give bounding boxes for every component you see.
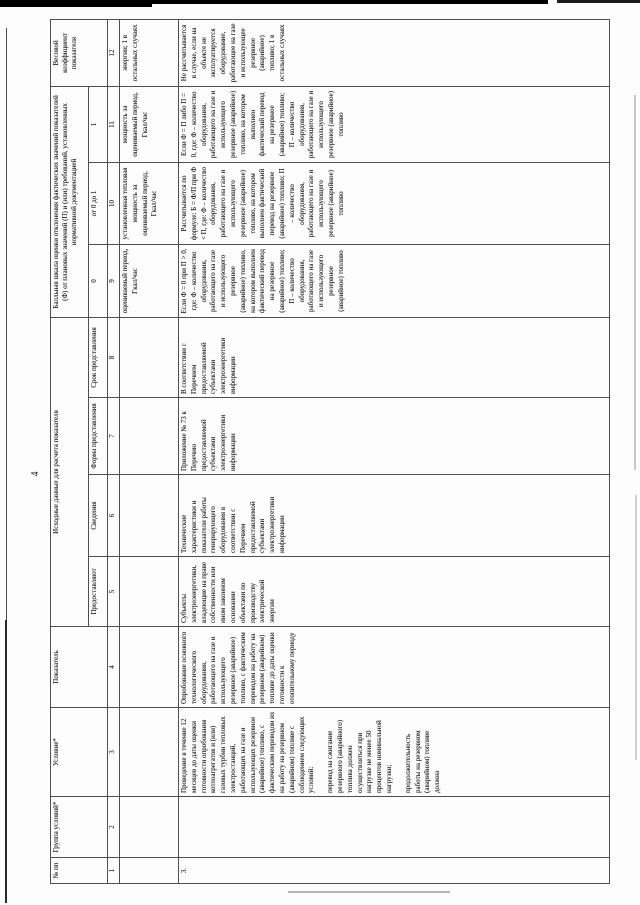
subheader-cell-information: Сведения [88, 474, 108, 557]
column-number-5: 5 [107, 556, 120, 627]
column-number-10: 10 [107, 162, 120, 245]
scan-artifact-left-edge [6, 28, 7, 903]
continuation-row: оцениваемый период, Гкал/час установленн… [119, 19, 179, 884]
scan-artifact-top-edge [0, 0, 548, 4]
column-number-3: 3 [107, 707, 120, 797]
scan-artifact-top-right [557, 0, 640, 3]
subheader-cell-score-1: 1 [88, 86, 108, 163]
cell-form: Приложение № 73 к Перечню предоставляемо… [178, 397, 610, 475]
column-number-4: 4 [107, 626, 120, 708]
subheader-cell-form: Форма представления [88, 397, 108, 475]
cell-condition-group [178, 796, 610, 858]
condition-paragraph-3: продолжительность работы на резервном (а… [403, 730, 442, 793]
column-number-12: 12 [107, 19, 120, 87]
cell-information: Технические характеристики и показатели … [178, 474, 610, 557]
continuation-cell-12: энергии; 1 в остальных случаях [119, 19, 179, 87]
continuation-cell-4 [119, 626, 179, 708]
cell-row-num: 3. [178, 857, 610, 884]
subheader-cell-score-mid: от 0 до 1 [88, 162, 108, 245]
column-number-7: 7 [107, 397, 120, 475]
continuation-cell-6 [119, 474, 179, 557]
column-number-11: 11 [107, 86, 120, 163]
continuation-cell-3 [119, 707, 179, 797]
scan-artifact-top-edge-thick [0, 0, 152, 7]
header-group-score-scale: Балльная шкала оценки отклонения фактиче… [50, 86, 89, 318]
page-number: 4 [30, 471, 41, 477]
cell-condition: Проведение в течение 12 месяцев до даты … [178, 707, 610, 797]
column-number-9: 9 [107, 244, 120, 318]
cell-score-mid: Рассчитывается по формуле: Б = Ф/П при Ф… [178, 162, 610, 245]
column-numbers-row: 1 2 3 4 5 6 7 8 9 10 11 12 [107, 19, 120, 884]
rotated-landscape-sheet: 4 № пп Группа условий* Условие* Показате… [30, 19, 610, 884]
scan-artifact-left-edge-dark [5, 620, 7, 903]
condition-paragraph-1: Проведение в течение 12 месяцев до даты … [180, 711, 316, 793]
subheader-cell-score-0: 0 [88, 244, 108, 318]
column-number-8: 8 [107, 317, 120, 398]
table-header-row: № пп Группа условий* Условие* Показатель… [50, 19, 108, 884]
header-cell-indicator: Показатель [50, 626, 108, 708]
condition-paragraph-2: перевод на сжигание резервного (аварийно… [326, 719, 393, 793]
continuation-cell-7 [119, 397, 179, 475]
continuation-cell-10: установленная тепловая мощность за оцени… [119, 162, 179, 245]
cell-term: В соответствии с Перечнем предоставляемо… [178, 317, 610, 398]
cell-score-0: Если Ф = 0 при П > 0, где: Ф – количеств… [178, 244, 610, 318]
cell-indicator: Опробование основного технологического о… [178, 626, 610, 708]
continuation-cell-8 [119, 317, 179, 398]
continuation-cell-9: оцениваемый период, Гкал/час [119, 244, 179, 318]
column-number-1: 1 [107, 857, 120, 884]
cell-provider: Субъекты электроэнергетики, владеющие на… [178, 556, 610, 627]
header-cell-weight: Весовой коэффициент показателя [50, 19, 108, 87]
continuation-cell-11: мощность за оцениваемый период, Гкал/час [119, 86, 179, 163]
continuation-cell-1 [119, 857, 179, 884]
column-number-6: 6 [107, 474, 120, 557]
cell-score-1: Если Ф = П либо П = 0, где: Ф – количест… [178, 86, 610, 163]
scan-artifact-bottom-line [288, 891, 450, 893]
header-cell-condition: Условие* [50, 707, 108, 797]
subheader-cell-provider: Предоставляют [88, 556, 108, 627]
table-row-3: 3. Проведение в течение 12 месяцев до да… [178, 19, 610, 884]
header-cell-condition-group: Группа условий* [50, 796, 108, 858]
continuation-cell-5 [119, 556, 179, 627]
scan-artifact-right-streak [634, 95, 636, 470]
header-cell-num: № пп [50, 857, 108, 884]
scan-artifact-right-streak-2 [635, 495, 637, 760]
readiness-assessment-table: № пп Группа условий* Условие* Показатель… [50, 19, 610, 884]
cell-weight: Не рассчитывается в случае, если на объе… [178, 19, 610, 87]
header-group-source-data: Исходные данные для расчета показателя [50, 317, 89, 627]
continuation-cell-2 [119, 796, 179, 858]
column-number-2: 2 [107, 796, 120, 858]
subheader-cell-term: Срок представления [88, 317, 108, 398]
